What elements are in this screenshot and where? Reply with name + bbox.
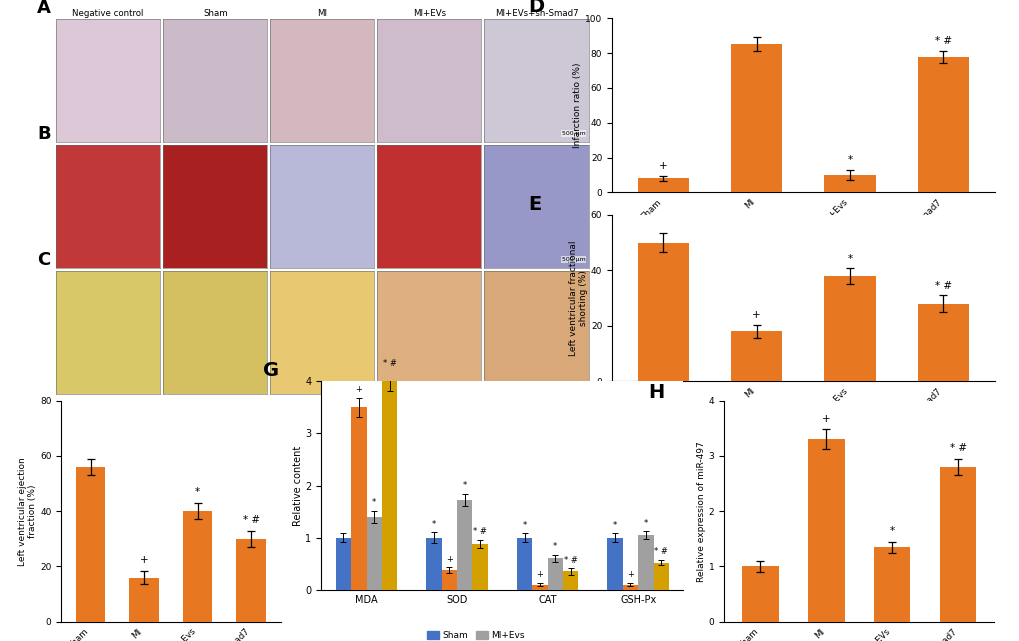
Text: *: * xyxy=(463,481,467,490)
Bar xyxy=(653,563,668,590)
Bar xyxy=(623,585,638,590)
Text: *: * xyxy=(552,542,557,551)
Text: * #: * # xyxy=(382,359,396,369)
Text: B: B xyxy=(38,125,51,143)
Title: MI: MI xyxy=(317,10,327,19)
Bar xyxy=(731,44,782,192)
Text: D: D xyxy=(528,0,543,17)
Title: MI+EVs: MI+EVs xyxy=(413,10,445,19)
Text: * #: * # xyxy=(564,556,577,565)
Bar xyxy=(742,567,777,622)
Text: * #: * # xyxy=(653,547,667,556)
Text: *: * xyxy=(195,487,200,497)
Y-axis label: Relative content: Relative content xyxy=(292,445,303,526)
Text: *: * xyxy=(372,498,376,507)
Bar xyxy=(381,381,397,590)
Text: +: + xyxy=(445,554,452,563)
Bar xyxy=(917,56,968,192)
Text: *: * xyxy=(847,155,852,165)
Bar xyxy=(441,570,457,590)
Y-axis label: Left ventricular fractional
shorting (%): Left ventricular fractional shorting (%) xyxy=(568,240,587,356)
Bar xyxy=(637,178,688,192)
Bar xyxy=(807,439,844,622)
Bar xyxy=(457,500,472,590)
Bar xyxy=(873,547,910,622)
Text: * #: * # xyxy=(243,515,260,525)
Y-axis label: Relative expression of miR-497: Relative expression of miR-497 xyxy=(696,441,705,581)
Bar xyxy=(75,467,105,622)
Bar xyxy=(606,538,623,590)
Y-axis label: Infarction ratio (%): Infarction ratio (%) xyxy=(573,63,582,148)
Text: +: + xyxy=(658,162,667,171)
Text: G: G xyxy=(263,360,279,379)
Y-axis label: Left ventricular ejection
fraction (%): Left ventricular ejection fraction (%) xyxy=(17,457,37,565)
Bar xyxy=(472,544,487,590)
Text: *: * xyxy=(522,520,526,529)
Legend: Sham, MI, MI+Evs, MI+Evs+sh-Smad7: Sham, MI, MI+Evs, MI+Evs+sh-Smad7 xyxy=(424,628,580,641)
Bar xyxy=(562,572,578,590)
Title: MI+EVs+sh-Smad7: MI+EVs+sh-Smad7 xyxy=(494,10,578,19)
Text: * #: * # xyxy=(949,443,966,453)
Text: *: * xyxy=(847,254,852,263)
Bar xyxy=(638,535,653,590)
Text: C: C xyxy=(38,251,51,269)
Bar xyxy=(517,538,532,590)
Text: +: + xyxy=(536,570,543,579)
Text: +: + xyxy=(752,310,760,320)
Text: +: + xyxy=(355,385,362,394)
Text: +: + xyxy=(627,570,633,579)
Title: Negative control: Negative control xyxy=(72,10,144,19)
Text: 500 μm: 500 μm xyxy=(561,383,585,388)
Bar xyxy=(547,558,562,590)
Text: +: + xyxy=(140,555,149,565)
Bar xyxy=(351,408,366,590)
Bar xyxy=(940,467,975,622)
Text: H: H xyxy=(648,383,664,402)
Bar xyxy=(917,304,968,381)
Bar xyxy=(236,539,266,622)
Text: *: * xyxy=(431,520,436,529)
Text: 500 μm: 500 μm xyxy=(561,131,585,136)
Text: A: A xyxy=(38,0,51,17)
Title: Sham: Sham xyxy=(203,10,227,19)
Bar xyxy=(426,538,441,590)
Bar xyxy=(637,243,688,381)
Bar xyxy=(823,175,874,192)
Bar xyxy=(731,331,782,381)
Bar xyxy=(182,512,212,622)
Bar xyxy=(335,538,351,590)
Text: E: E xyxy=(528,195,540,214)
Text: +: + xyxy=(821,414,829,424)
Text: * #: * # xyxy=(933,281,951,291)
Text: 500 μm: 500 μm xyxy=(561,257,585,262)
Bar xyxy=(823,276,874,381)
Bar xyxy=(532,585,547,590)
Text: *: * xyxy=(889,526,894,536)
Text: *: * xyxy=(612,520,616,529)
Bar xyxy=(129,578,159,622)
Bar xyxy=(366,517,381,590)
Text: * #: * # xyxy=(473,527,487,536)
Text: *: * xyxy=(643,519,647,528)
Text: * #: * # xyxy=(933,36,951,46)
